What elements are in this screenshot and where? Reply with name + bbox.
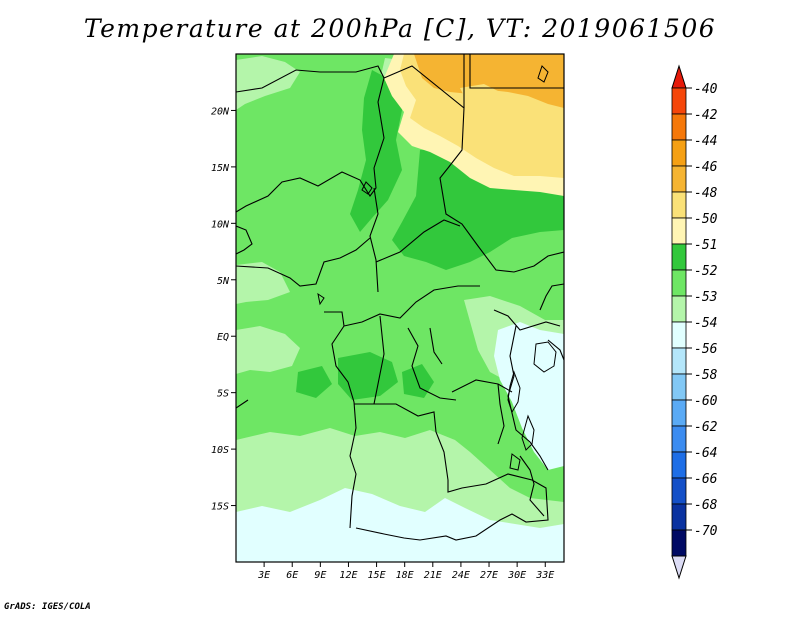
field-patch-54-northwest: [236, 56, 300, 110]
colorbar-segment: [671, 87, 687, 115]
colorbar-segment: [671, 347, 687, 375]
country-boundaries: [236, 54, 564, 541]
colorbar-segment: [671, 321, 687, 349]
latitude-axis: 20N 15N 10N 5N EQ 5S 10S 15S: [211, 106, 236, 513]
temperature-field: [236, 54, 564, 562]
colorbar-segment: [671, 165, 687, 193]
field-region-48: [414, 54, 564, 108]
colorbar-segment: [671, 503, 687, 531]
grads-credit: GrADS: IGES/COLA: [4, 602, 91, 612]
colorbar-segment: [671, 295, 687, 323]
colorbar-label: -48: [694, 186, 718, 201]
field-blob-52-central: [350, 70, 402, 232]
lat-tick-label: 20N: [211, 106, 230, 117]
colorbar-segment: [671, 399, 687, 427]
colorbar-segment: [671, 477, 687, 505]
lat-tick-label: 5S: [217, 389, 229, 400]
lat-tick-label: 15N: [211, 163, 230, 174]
field-blob-52-congo: [338, 352, 398, 400]
map-title: Temperature at 200hPa [C], VT: 201906150…: [83, 14, 717, 43]
colorbar-bottom-arrow: [671, 555, 687, 580]
lat-tick-label: 15S: [211, 502, 229, 513]
colorbar-segment: [671, 451, 687, 479]
longitude-axis: 3E 6E 9E 12E 15E 18E 21E 24E 27E 30E 33E: [257, 562, 554, 581]
lon-tick-label: 30E: [507, 570, 526, 581]
colorbar-segment: [671, 139, 687, 167]
colorbar-label: -60: [694, 394, 718, 409]
colorbar-segment: [671, 217, 687, 245]
colorbar-segment: [671, 269, 687, 297]
field-band-56-south: [236, 488, 564, 562]
lon-tick-label: 12E: [339, 570, 357, 581]
lon-tick-label: 18E: [396, 570, 414, 581]
field-patch-56-east: [494, 322, 564, 470]
colorbar-label: -54: [694, 316, 717, 331]
field-patch-54-south-mid: [300, 446, 352, 472]
colorbar-label: -40: [694, 82, 718, 97]
lake-outlines: [317, 65, 557, 471]
colorbar-label: -44: [694, 134, 717, 149]
colorbar-label: -51: [694, 238, 717, 253]
field-patch-54-west: [236, 262, 290, 304]
lon-tick-label: 21E: [424, 570, 442, 581]
lat-tick-label: 5N: [217, 276, 230, 287]
colorbar-label: -66: [694, 472, 718, 487]
lon-tick-label: 24E: [452, 570, 470, 581]
field-patch-54-coast: [236, 326, 300, 374]
colorbar-segment: [671, 113, 687, 141]
lat-tick-label: EQ: [217, 332, 229, 343]
colorbar-label: -62: [694, 420, 718, 435]
colorbar-label: -64: [694, 446, 717, 461]
colorbar-segment: [671, 529, 687, 557]
map-frame: [235, 53, 565, 563]
colorbar-segment: [671, 243, 687, 271]
colorbar-label: -50: [694, 212, 718, 227]
colorbar-label: -70: [694, 524, 718, 539]
lat-tick-label: 10S: [211, 445, 229, 456]
field-blob-52-east: [392, 148, 564, 270]
colorbar-label: -58: [694, 368, 718, 383]
colorbar-segment: [671, 373, 687, 401]
colorbar-label: -52: [694, 264, 718, 279]
lon-tick-label: 27E: [480, 570, 498, 581]
colorbar: -40 -42 -44 -46 -48 -50 -51 -52 -53 -54 -56 -58 -60 -…: [671, 64, 718, 580]
lon-tick-label: 3E: [257, 570, 270, 581]
colorbar-label: -46: [694, 160, 718, 175]
lon-tick-label: 33E: [535, 570, 554, 581]
colorbar-label: -53: [694, 290, 717, 305]
colorbar-segment: [671, 191, 687, 219]
colorbar-label: -68: [694, 498, 718, 513]
lon-tick-label: 9E: [314, 570, 326, 581]
field-blob-52-west-coast: [296, 366, 332, 398]
colorbar-label: -42: [694, 108, 718, 123]
colorbar-segment: [671, 425, 687, 453]
colorbar-label: -56: [694, 342, 718, 357]
lat-tick-label: 10N: [211, 219, 230, 230]
colorbar-top-arrow: [671, 64, 687, 89]
lon-tick-label: 15E: [368, 570, 386, 581]
lon-tick-label: 6E: [286, 570, 298, 581]
